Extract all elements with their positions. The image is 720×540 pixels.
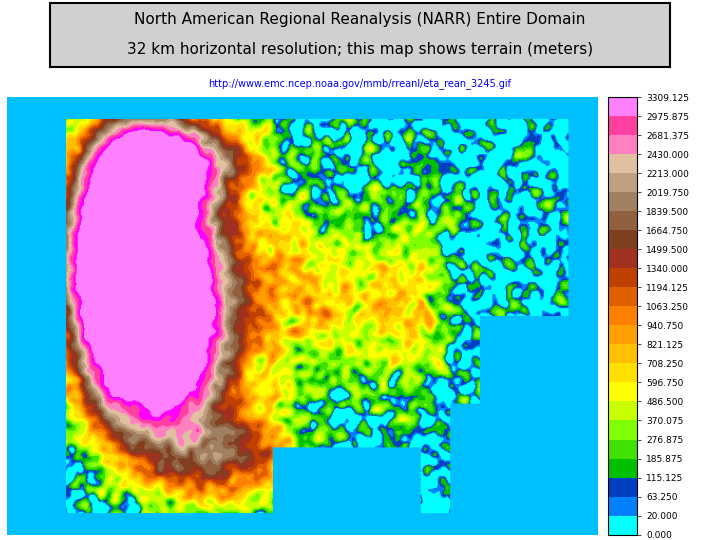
Text: North American Regional Reanalysis (NARR) Entire Domain: North American Regional Reanalysis (NARR… <box>135 12 585 27</box>
FancyBboxPatch shape <box>50 3 670 68</box>
Text: http://www.emc.ncep.noaa.gov/mmb/rreanl/eta_rean_3245.gif: http://www.emc.ncep.noaa.gov/mmb/rreanl/… <box>209 78 511 89</box>
Text: 32 km horizontal resolution; this map shows terrain (meters): 32 km horizontal resolution; this map sh… <box>127 42 593 57</box>
